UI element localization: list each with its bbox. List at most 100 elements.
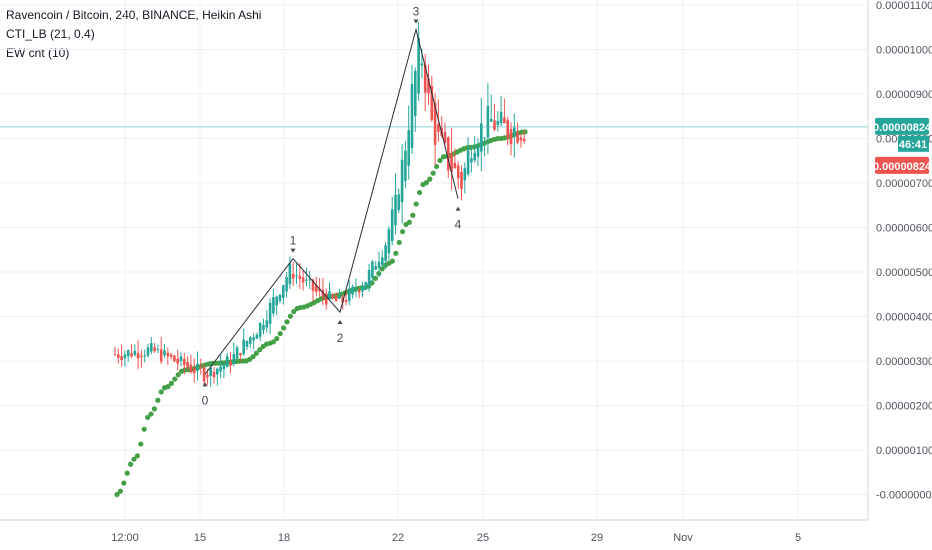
candle-body [117,354,120,358]
candle-body [433,103,437,145]
candle-body [173,355,176,362]
candle-body [202,367,206,382]
candle-body [222,364,226,370]
last-price-text: 0.00000824 [873,122,932,134]
grid [0,0,868,520]
candle-body [344,299,348,302]
candle-body [262,324,265,330]
candle-body [179,356,183,362]
candle-body [258,323,262,337]
candle-body [146,347,150,356]
wave-label: 4 [455,218,462,232]
candle-body [166,352,170,357]
candle-body [176,358,179,364]
candle-body [268,302,272,324]
candle-body [486,105,490,138]
candle-body [476,146,480,157]
cti-dot [389,258,395,264]
candle-body [285,277,288,292]
cti-dot [257,347,263,353]
wave-label: 1 [290,234,297,248]
candle-body [235,347,239,359]
x-tick-label: 29 [591,532,603,544]
candle-body [351,286,354,295]
y-tick-label: 0.00000300 [876,356,932,368]
candle-body [450,153,453,172]
candle-body [136,352,140,359]
y-tick-label: 0.00001100 [876,0,932,12]
candle-body [453,162,457,168]
candle-body [305,279,308,281]
candle-body [371,261,374,278]
cti-dot [427,176,433,182]
cti-dot [270,339,276,345]
candle-body [113,354,117,356]
candle-body [417,37,420,94]
cti-dot [284,319,290,325]
indicator-cti[interactable]: CTI_LB (21, 0.4) [6,27,95,41]
y-tick-label: 0.00000600 [876,223,932,235]
candle-body [295,275,298,277]
y-tick-label: 0.00001000 [876,45,932,57]
wave-line [204,27,459,375]
cti-dot [121,480,127,486]
candle-body [361,287,364,292]
candle-body [427,78,430,94]
candle-body [301,277,305,283]
candle-body [430,86,434,121]
x-tick-label: Nov [673,532,693,544]
candle-body [308,279,311,281]
bid-price-text: 0.00000824 [873,161,932,173]
cti-dot [141,426,147,432]
cti-dot [379,266,385,272]
candle-body [291,273,295,279]
candle-body [348,288,351,301]
y-tick-label: 0.00000200 [876,401,932,413]
candle-body [288,263,292,285]
candle-body [466,150,470,175]
candle-body [255,334,259,339]
candle-body [470,158,473,163]
candle-body [384,245,387,262]
cti-dot [369,280,375,286]
cti-dot [165,384,171,390]
x-tick-label: 5 [795,532,801,544]
candle-body [196,363,199,371]
candle-body [367,269,371,286]
cti-dot [522,129,528,135]
candle-body [489,119,493,122]
cti-dot [253,350,259,356]
candle-body [357,290,361,293]
x-tick-label: 25 [477,532,489,544]
candles [113,21,526,387]
y-tick-label: 0.00000900 [876,89,932,101]
cti-dot [168,380,174,386]
x-tick-label: 15 [194,532,206,544]
candle-body [120,356,123,361]
candle-body [410,84,414,148]
candle-body [156,349,160,351]
cti-dot [417,189,423,196]
price-badges: 0.00000824 46:41 0.00000824 [873,117,932,174]
candle-body [354,290,358,292]
candle-body [423,64,427,93]
candle-body [311,279,315,291]
candle-body [493,120,496,130]
candle-body [394,194,397,226]
wave-label: 2 [337,331,344,345]
candle-body [381,257,384,265]
candle-body [192,368,196,374]
candle-body [232,353,236,364]
candle-body [499,111,503,123]
candle-body [163,350,166,356]
candle-body [443,131,447,143]
symbol-title[interactable]: Ravencoin / Bitcoin, 240, BINANCE, Heiki… [6,8,262,22]
candle-body [133,350,137,355]
cti-dots [114,129,528,498]
candle-body [298,275,302,279]
candle-body [328,291,331,299]
cti-dot [413,201,419,207]
candle-body [331,295,335,298]
candle-body [390,209,394,242]
